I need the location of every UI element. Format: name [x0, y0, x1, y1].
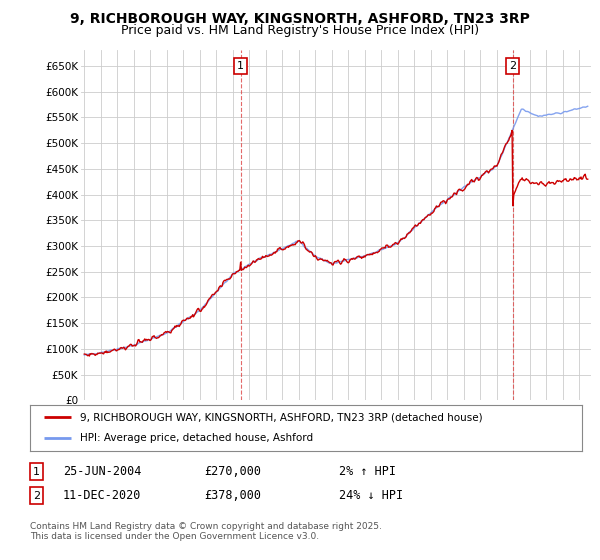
Text: £378,000: £378,000 [204, 489, 261, 502]
Text: Price paid vs. HM Land Registry's House Price Index (HPI): Price paid vs. HM Land Registry's House … [121, 24, 479, 36]
Text: 1: 1 [33, 466, 40, 477]
Text: 11-DEC-2020: 11-DEC-2020 [63, 489, 142, 502]
Text: 1: 1 [237, 61, 244, 71]
Text: Contains HM Land Registry data © Crown copyright and database right 2025.
This d: Contains HM Land Registry data © Crown c… [30, 522, 382, 542]
Text: 2: 2 [33, 491, 40, 501]
Text: £270,000: £270,000 [204, 465, 261, 478]
Text: HPI: Average price, detached house, Ashford: HPI: Average price, detached house, Ashf… [80, 433, 313, 444]
Text: 24% ↓ HPI: 24% ↓ HPI [339, 489, 403, 502]
Text: 2% ↑ HPI: 2% ↑ HPI [339, 465, 396, 478]
Text: 25-JUN-2004: 25-JUN-2004 [63, 465, 142, 478]
Text: 9, RICHBOROUGH WAY, KINGSNORTH, ASHFORD, TN23 3RP (detached house): 9, RICHBOROUGH WAY, KINGSNORTH, ASHFORD,… [80, 412, 482, 422]
Text: 2: 2 [509, 61, 516, 71]
Text: 9, RICHBOROUGH WAY, KINGSNORTH, ASHFORD, TN23 3RP: 9, RICHBOROUGH WAY, KINGSNORTH, ASHFORD,… [70, 12, 530, 26]
